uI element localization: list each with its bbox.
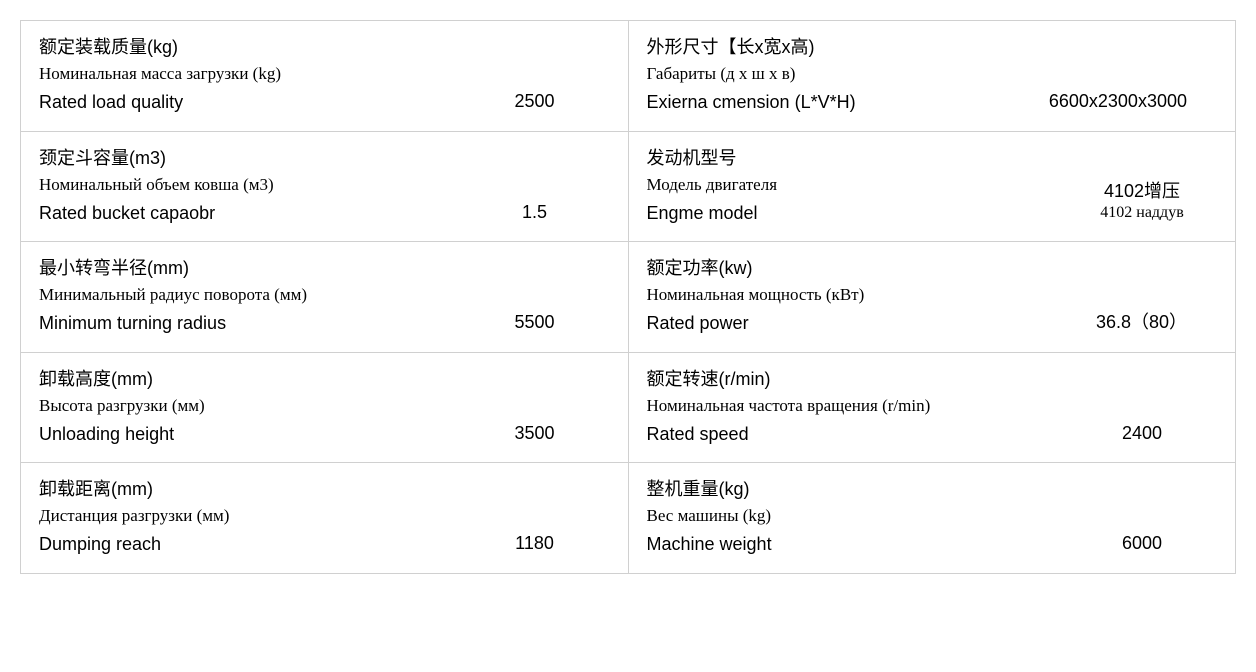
label-russian: Вес машины (kg) [647, 505, 772, 528]
spec-value: 5500 [514, 311, 554, 334]
spec-cell: 外形尺寸【长x宽x高) Габариты (д х ш х в) Exierna… [628, 21, 1236, 132]
label-english: Rated load quality [39, 90, 281, 114]
table-row: 卸载距离(mm) Дистанция разгрузки (мм) Dumpin… [21, 463, 1236, 574]
label-chinese: 卸载高度(mm) [39, 367, 205, 391]
spec-cell: 额定功率(kw) Номинальная мощность (кВт) Rate… [628, 242, 1236, 353]
label-chinese: 额定功率(kw) [647, 256, 865, 280]
value-column: 36.8（80） [1096, 311, 1217, 335]
label-chinese: 卸载距离(mm) [39, 477, 229, 501]
label-group: 卸载距离(mm) Дистанция разгрузки (мм) Dumpin… [39, 477, 229, 557]
spec-value: 6000 [1122, 532, 1162, 555]
label-group: 外形尺寸【长x宽x高) Габариты (д х ш х в) Exierna… [647, 35, 856, 115]
value-column: 5500 [490, 311, 610, 335]
value-column: 4102增压 4102 наддув [1097, 180, 1217, 225]
spec-value: 1.5 [522, 201, 547, 224]
cell-inner: 整机重量(kg) Вес машины (kg) Machine weight … [647, 477, 1218, 557]
label-english: Rated power [647, 311, 865, 335]
label-russian: Номинальная частота вращения (r/min) [647, 395, 931, 418]
label-chinese: 额定装载质量(kg) [39, 35, 281, 59]
spec-table: 额定装载质量(kg) Номинальная масса загрузки (k… [20, 20, 1236, 574]
table-row: 最小转弯半径(mm) Минимальный радиус поворота (… [21, 242, 1236, 353]
label-english: Minimum turning radius [39, 311, 307, 335]
label-chinese: 发动机型号 [647, 146, 778, 170]
spec-value: 36.8（80） [1096, 311, 1187, 334]
spec-value: 1180 [515, 532, 554, 555]
spec-cell: 卸载距离(mm) Дистанция разгрузки (мм) Dumpin… [21, 463, 629, 574]
label-group: 额定功率(kw) Номинальная мощность (кВт) Rate… [647, 256, 865, 336]
label-russian: Высота разгрузки (мм) [39, 395, 205, 418]
label-chinese: 整机重量(kg) [647, 477, 772, 501]
value-column: 6000 [1097, 532, 1217, 556]
spec-cell: 最小转弯半径(mm) Минимальный радиус поворота (… [21, 242, 629, 353]
value-column: 2500 [490, 90, 610, 114]
cell-inner: 额定转速(r/min) Номинальная частота вращения… [647, 367, 1218, 447]
label-chinese: 额定转速(r/min) [647, 367, 931, 391]
spec-value: 2400 [1122, 422, 1162, 445]
label-english: Rated bucket capaobr [39, 201, 274, 225]
label-russian: Номинальная масса загрузки (kg) [39, 63, 281, 86]
label-group: 发动机型号 Модель двигателя Engme model [647, 146, 778, 226]
label-english: Exierna cmension (L*V*H) [647, 90, 856, 114]
spec-cell: 额定装载质量(kg) Номинальная масса загрузки (k… [21, 21, 629, 132]
label-english: Dumping reach [39, 532, 229, 556]
label-english: Rated speed [647, 422, 931, 446]
label-group: 额定转速(r/min) Номинальная частота вращения… [647, 367, 931, 447]
spec-cell: 发动机型号 Модель двигателя Engme model 4102增… [628, 131, 1236, 242]
label-group: 整机重量(kg) Вес машины (kg) Machine weight [647, 477, 772, 557]
cell-inner: 额定装载质量(kg) Номинальная масса загрузки (k… [39, 35, 610, 115]
cell-inner: 外形尺寸【长x宽x高) Габариты (д х ш х в) Exierna… [647, 35, 1218, 115]
table-row: 额定装载质量(kg) Номинальная масса загрузки (k… [21, 21, 1236, 132]
label-group: 最小转弯半径(mm) Минимальный радиус поворота (… [39, 256, 307, 336]
spec-cell: 额定转速(r/min) Номинальная частота вращения… [628, 352, 1236, 463]
cell-inner: 卸载距离(mm) Дистанция разгрузки (мм) Dumpin… [39, 477, 610, 557]
spec-value: 4102增压 [1104, 180, 1180, 203]
label-russian: Габариты (д х ш х в) [647, 63, 856, 86]
cell-inner: 卸载高度(mm) Высота разгрузки (мм) Unloading… [39, 367, 610, 447]
cell-inner: 发动机型号 Модель двигателя Engme model 4102增… [647, 146, 1218, 226]
label-english: Machine weight [647, 532, 772, 556]
label-english: Engme model [647, 201, 778, 225]
label-group: 颈定斗容量(m3) Номинальный объем ковша (м3) R… [39, 146, 274, 226]
value-column: 6600x2300x3000 [1049, 90, 1217, 114]
label-russian: Дистанция разгрузки (мм) [39, 505, 229, 528]
label-chinese: 外形尺寸【长x宽x高) [647, 35, 856, 59]
spec-cell: 颈定斗容量(m3) Номинальный объем ковша (м3) R… [21, 131, 629, 242]
spec-value: 6600x2300x3000 [1049, 90, 1187, 113]
label-russian: Номинальный объем ковша (м3) [39, 174, 274, 197]
spec-value: 3500 [514, 422, 554, 445]
table-row: 卸载高度(mm) Высота разгрузки (мм) Unloading… [21, 352, 1236, 463]
spec-table-body: 额定装载质量(kg) Номинальная масса загрузки (k… [21, 21, 1236, 574]
value-column: 2400 [1097, 422, 1217, 446]
label-russian: Минимальный радиус поворота (мм) [39, 284, 307, 307]
label-group: 额定装载质量(kg) Номинальная масса загрузки (k… [39, 35, 281, 115]
value-column: 1.5 [490, 201, 610, 225]
value-column: 1180 [490, 532, 610, 556]
label-chinese: 颈定斗容量(m3) [39, 146, 274, 170]
cell-inner: 颈定斗容量(m3) Номинальный объем ковша (м3) R… [39, 146, 610, 226]
label-group: 卸载高度(mm) Высота разгрузки (мм) Unloading… [39, 367, 205, 447]
label-chinese: 最小转弯半径(mm) [39, 256, 307, 280]
table-row: 颈定斗容量(m3) Номинальный объем ковша (м3) R… [21, 131, 1236, 242]
cell-inner: 额定功率(kw) Номинальная мощность (кВт) Rate… [647, 256, 1218, 336]
spec-cell: 卸载高度(mm) Высота разгрузки (мм) Unloading… [21, 352, 629, 463]
value-column: 3500 [490, 422, 610, 446]
label-english: Unloading height [39, 422, 205, 446]
label-russian: Модель двигателя [647, 174, 778, 197]
spec-value-sub: 4102 наддув [1100, 203, 1184, 224]
cell-inner: 最小转弯半径(mm) Минимальный радиус поворота (… [39, 256, 610, 336]
label-russian: Номинальная мощность (кВт) [647, 284, 865, 307]
spec-cell: 整机重量(kg) Вес машины (kg) Machine weight … [628, 463, 1236, 574]
spec-value: 2500 [514, 90, 554, 113]
